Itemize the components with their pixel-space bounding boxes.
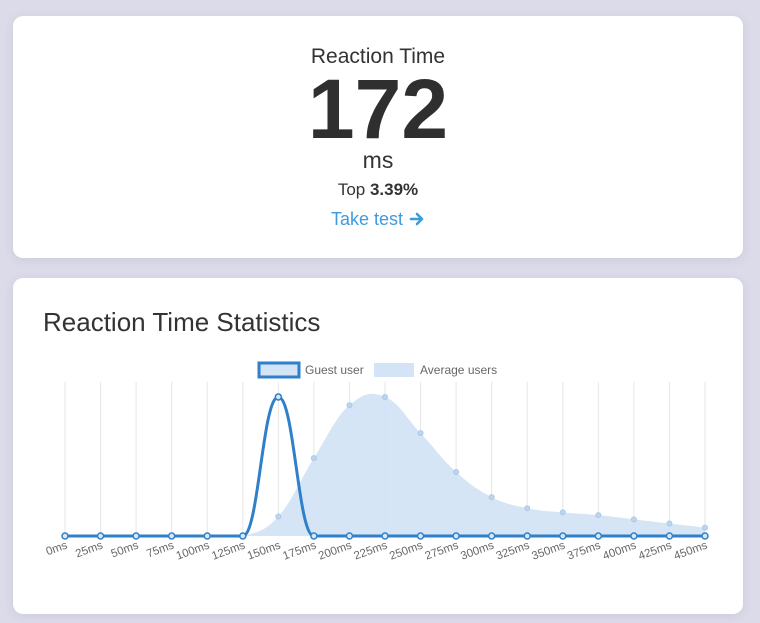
x-tick-label: 150ms xyxy=(246,539,283,562)
x-tick-label: 0ms xyxy=(44,539,69,558)
take-test-link[interactable]: Take test xyxy=(331,207,425,231)
x-tick-label: 75ms xyxy=(145,539,176,560)
x-tick-label: 275ms xyxy=(424,539,461,562)
guest-user-point xyxy=(203,532,211,540)
guest-user-point xyxy=(345,532,354,540)
guest-user-point xyxy=(594,532,603,540)
average-users-point xyxy=(666,520,673,527)
guest-user-point xyxy=(559,532,567,540)
x-tick-label: 425ms xyxy=(637,539,674,562)
guest-user-point xyxy=(381,532,389,540)
x-tick-label: 350ms xyxy=(530,539,567,562)
guest-user-point xyxy=(310,532,318,540)
x-tick-label: 250ms xyxy=(388,539,425,562)
guest-user-point xyxy=(61,532,69,540)
take-test-label: Take test xyxy=(330,209,404,229)
guest-user-point xyxy=(274,393,283,401)
guest-user-point xyxy=(416,532,425,540)
score-unit: ms xyxy=(362,147,394,173)
average-users-point xyxy=(417,430,424,437)
average-users-point xyxy=(382,393,388,400)
x-tick-label: 50ms xyxy=(110,539,141,560)
average-users-point xyxy=(346,402,353,409)
x-tick-label: 300ms xyxy=(459,539,496,562)
guest-user-point xyxy=(167,532,176,540)
average-users-point xyxy=(595,512,602,519)
legend-average-users-label: Average users xyxy=(420,363,497,377)
average-users-point xyxy=(310,455,317,462)
reaction-score-card: Reaction Time 172 ms Top 3.39% Take test xyxy=(13,16,743,258)
statistics-card: Reaction Time Statistics 0ms 25ms 50ms 75ms… xyxy=(13,278,743,614)
guest-user-point xyxy=(239,532,247,540)
x-tick-label: 100ms xyxy=(175,539,212,562)
x-tick-label: 450ms xyxy=(672,539,709,562)
series-average-users-area xyxy=(65,393,705,536)
average-users-point xyxy=(630,516,637,523)
guest-user-point xyxy=(630,532,638,540)
guest-user-point xyxy=(523,532,531,540)
average-users-point xyxy=(702,524,708,531)
guest-user-point xyxy=(665,532,674,540)
average-users-point xyxy=(524,505,531,512)
x-tick-label: 325ms xyxy=(495,539,532,562)
legend-guest-user-label: Guest user xyxy=(305,363,364,377)
score-rank: Top 3.39% xyxy=(13,179,743,201)
average-users-point xyxy=(488,494,495,501)
average-users-point xyxy=(559,509,566,516)
guest-user-point xyxy=(132,532,140,540)
x-tick-label: 125ms xyxy=(210,539,247,562)
guest-user-point xyxy=(452,532,460,540)
guest-user-point xyxy=(96,532,105,540)
average-users-point xyxy=(453,469,460,476)
rank-value: 3.39% xyxy=(369,180,419,199)
arrow-right-icon xyxy=(409,211,425,227)
score-value: 172 xyxy=(307,62,449,156)
x-tick-label: 200ms xyxy=(317,539,354,562)
legend-average-users-swatch xyxy=(374,363,414,377)
guest-user-point xyxy=(701,532,709,540)
x-tick-label: 25ms xyxy=(74,539,105,560)
legend-guest-user-swatch xyxy=(257,361,301,379)
reaction-time-chart: 0ms 25ms 50ms 75ms 100ms 125ms 150ms 175ms 200ms… xyxy=(44,361,709,563)
rank-prefix: Top xyxy=(337,180,366,199)
x-tick-label: 225ms xyxy=(352,539,389,562)
x-tick-label: 175ms xyxy=(281,539,318,562)
average-users-point xyxy=(275,513,282,520)
x-tick-label: 400ms xyxy=(601,539,638,562)
guest-user-point xyxy=(487,532,496,540)
x-tick-label: 375ms xyxy=(566,539,603,562)
stats-title: Reaction Time Statistics xyxy=(43,307,321,337)
score-label: Reaction Time xyxy=(310,45,446,68)
